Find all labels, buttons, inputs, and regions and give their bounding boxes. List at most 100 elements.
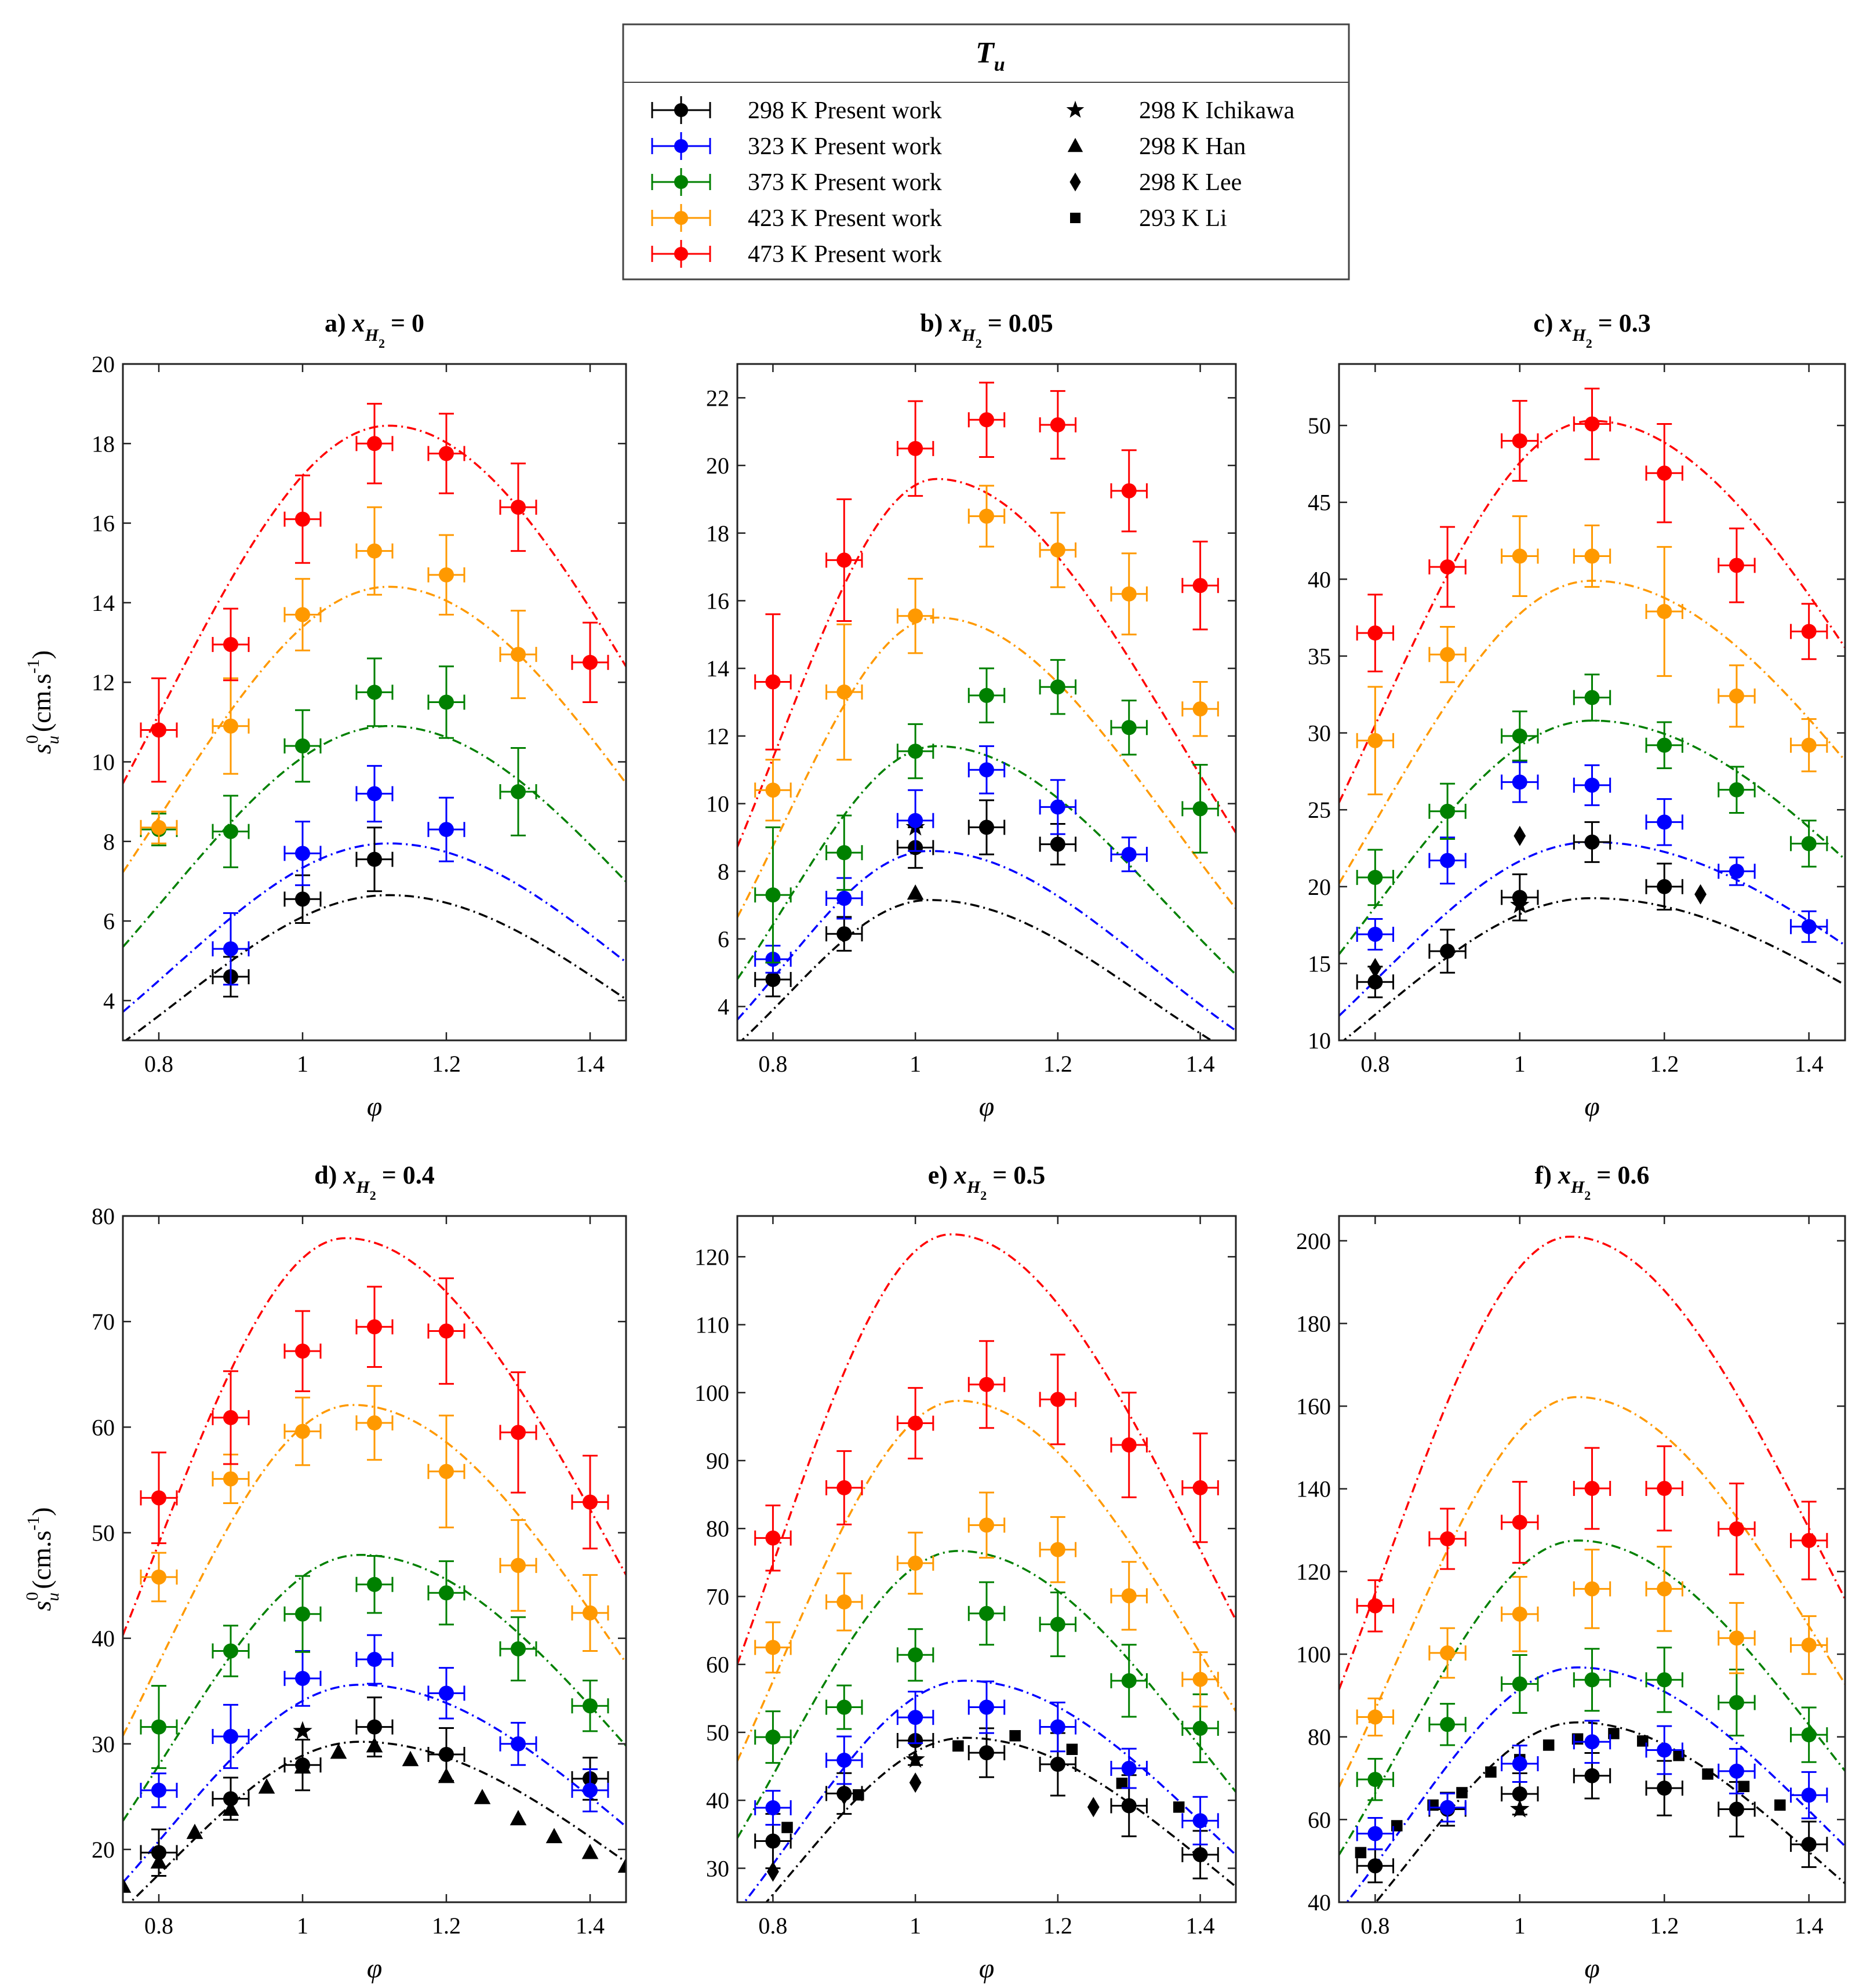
data-point <box>1729 1801 1744 1817</box>
experimental-series <box>1356 387 1828 999</box>
data-point <box>979 508 994 524</box>
experimental-series <box>140 403 609 997</box>
data-point <box>151 1845 166 1860</box>
data-point <box>1801 919 1817 934</box>
data-point <box>583 1605 598 1621</box>
data-point <box>1657 814 1672 830</box>
y-tick-label: 100 <box>1296 1641 1331 1667</box>
data-point <box>439 446 454 461</box>
legend-diamond-icon <box>1069 172 1081 192</box>
ref-square-point <box>1702 1768 1713 1780</box>
data-point <box>1121 1673 1137 1688</box>
x-tick-label: 1 <box>297 1051 308 1077</box>
panel-title-prefix: d) <box>314 1161 343 1189</box>
experimental-series <box>1356 1445 1828 1884</box>
series-423k <box>754 1491 1219 1707</box>
data-point <box>1801 836 1817 851</box>
chart-panel-b: b) xH2 = 0.05 0.8 1 1.2 1.4 4 6 8 10 12 14 16 18 20 22 φ <box>706 309 1237 1122</box>
series-323k <box>140 1634 609 1812</box>
panel-title-var: x <box>352 309 365 337</box>
legend-ref-entry: 298 K Han <box>1067 133 1246 160</box>
data-point <box>836 926 852 942</box>
data-point <box>1512 890 1527 905</box>
y-tick-label: 8 <box>103 829 115 855</box>
ref-diamond-point <box>1694 884 1707 905</box>
data-point <box>439 1746 454 1762</box>
x-tick-label: 0.8 <box>144 1913 173 1939</box>
x-tick-label: 1.4 <box>1795 1913 1824 1939</box>
panel-title-var: x <box>954 1161 967 1189</box>
data-point <box>295 1670 310 1686</box>
y-tick-label: 8 <box>718 858 729 884</box>
y-tick-label: 140 <box>1296 1476 1331 1502</box>
data-point <box>223 1643 238 1659</box>
data-point <box>1050 1616 1065 1632</box>
panel-title-var: x <box>948 309 962 337</box>
model-curve-473k <box>1339 1235 1845 1690</box>
data-point <box>1729 864 1744 879</box>
data-point <box>1050 799 1065 815</box>
data-point <box>151 1490 166 1506</box>
data-point <box>367 1719 382 1735</box>
y-tick-label: 120 <box>694 1244 729 1270</box>
y-tick-label: 80 <box>706 1516 729 1542</box>
y-axis-label: s0 u(cm.s-1) <box>23 650 63 754</box>
data-point <box>1584 416 1600 432</box>
x-tick-label: 0.8 <box>144 1051 173 1077</box>
data-point <box>367 786 382 802</box>
data-point <box>765 782 781 798</box>
series-323k <box>754 745 1148 974</box>
data-point <box>367 1319 382 1335</box>
x-tick-label: 1.2 <box>1043 1913 1072 1939</box>
series-323k <box>754 1680 1219 1845</box>
legend-entries: 298 K Present work 323 K Present work 373 … <box>651 96 1295 268</box>
panel-title-sub: H <box>355 1178 370 1197</box>
panel-title-sub: H <box>961 326 976 345</box>
data-point <box>367 1415 382 1431</box>
y-tick-label: 90 <box>706 1448 729 1474</box>
x-tick-label: 0.8 <box>1360 1913 1389 1939</box>
ref-square-point <box>1009 1730 1021 1742</box>
data-point <box>511 1736 526 1752</box>
ref-triangle-point <box>510 1809 527 1826</box>
y-tick-label: 30 <box>92 1731 115 1757</box>
panel-title-var: x <box>343 1161 356 1189</box>
data-point <box>439 1463 454 1479</box>
data-point <box>908 1415 923 1431</box>
series-423k <box>140 506 537 844</box>
x-axis-label: φ <box>1584 1953 1600 1984</box>
series-298k <box>1356 1752 1828 1884</box>
x-tick-label: 1.2 <box>1650 1051 1679 1077</box>
data-point <box>439 1685 454 1701</box>
panel-title-prefix: f) <box>1535 1161 1558 1189</box>
data-point <box>439 1323 454 1339</box>
legend-entry: 423 K Present work <box>651 204 942 232</box>
ref-diamond-point <box>909 1772 922 1793</box>
data-point <box>765 1800 781 1816</box>
data-point <box>1440 1531 1456 1547</box>
y-axis-label: s0 u(cm.s-1) <box>23 1507 63 1611</box>
data-point <box>1657 1581 1672 1597</box>
model-curve-373k <box>1339 719 1845 955</box>
data-point <box>1729 1695 1744 1710</box>
ref-square-point <box>781 1822 793 1833</box>
data-point <box>1729 782 1744 798</box>
legend-label: 423 K Present work <box>748 205 942 232</box>
y-tick-label: 20 <box>706 453 729 479</box>
x-tick-label: 1.2 <box>1043 1051 1072 1077</box>
ref-square-point <box>1116 1778 1128 1789</box>
data-point <box>1440 647 1456 662</box>
y-tick-label: 50 <box>706 1720 729 1746</box>
x-tick-label: 1.2 <box>1650 1913 1679 1939</box>
data-point <box>1121 483 1137 498</box>
legend-marker <box>674 103 688 117</box>
panel-title-value: = 0.6 <box>1596 1161 1649 1189</box>
x-axis-label: φ <box>367 1953 383 1984</box>
data-point <box>511 1557 526 1573</box>
data-point <box>1729 1763 1744 1779</box>
data-point <box>1367 869 1383 885</box>
model-curve-298k <box>740 899 1213 1040</box>
x-axis-label: φ <box>367 1091 383 1122</box>
model-curve-473k <box>123 1237 626 1636</box>
plot-frame <box>122 1215 627 1903</box>
